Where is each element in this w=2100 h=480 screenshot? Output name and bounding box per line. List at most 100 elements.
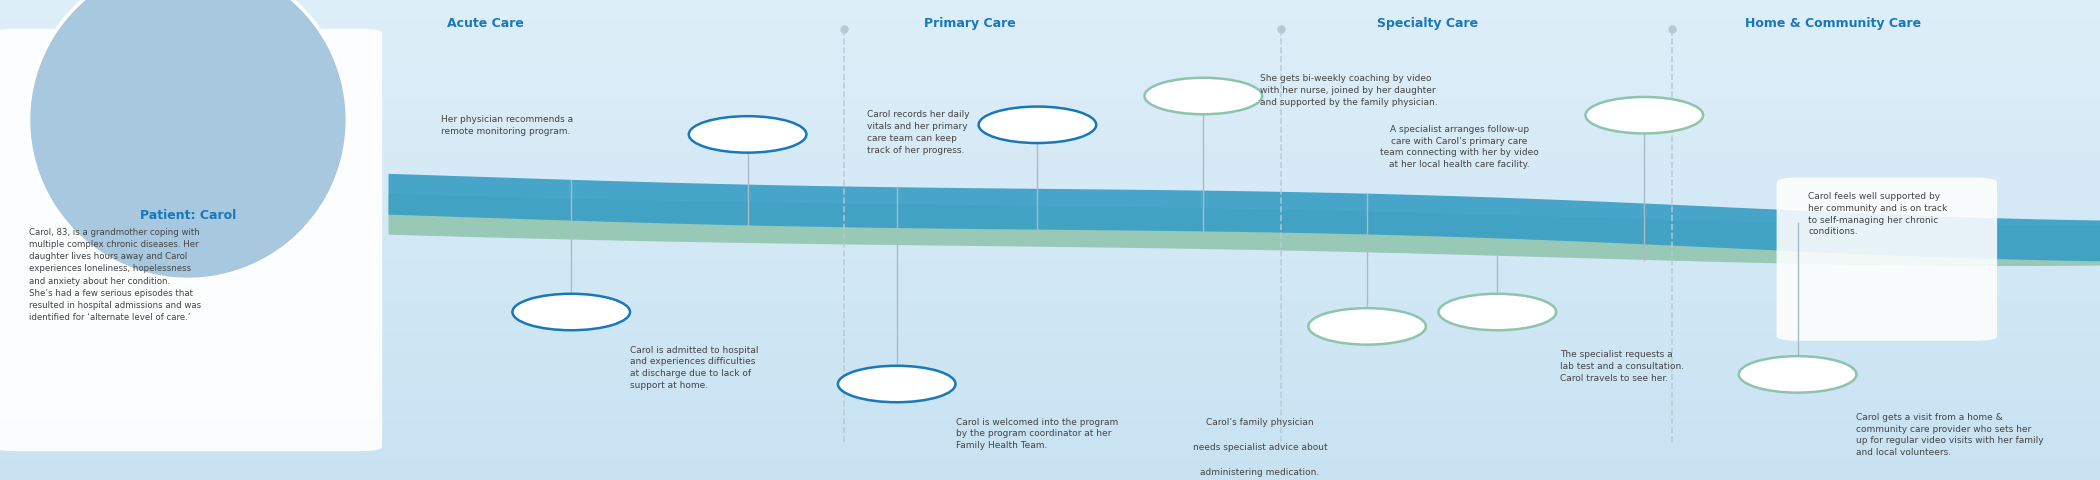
Bar (0, 324, 2100, 326)
Bar (0, 142, 2100, 144)
Bar (0, 151, 2100, 154)
Bar (0, 216, 2100, 218)
Bar (0, 420, 2100, 422)
Bar (0, 7, 2100, 10)
Bar (0, 230, 2100, 233)
Bar (0, 463, 2100, 466)
Text: Carol’s family physician: Carol’s family physician (1205, 418, 1315, 427)
Bar (0, 348, 2100, 350)
Bar (0, 300, 2100, 302)
Bar (0, 336, 2100, 338)
Bar (0, 106, 2100, 108)
Bar (0, 444, 2100, 446)
Bar (0, 192, 2100, 194)
Bar (0, 403, 2100, 406)
Ellipse shape (1308, 308, 1426, 345)
FancyBboxPatch shape (1777, 178, 1997, 341)
Bar (0, 295, 2100, 298)
Bar (0, 264, 2100, 266)
Bar (0, 468, 2100, 470)
Bar (0, 449, 2100, 451)
Bar (0, 10, 2100, 12)
Bar (0, 413, 2100, 415)
Bar (0, 178, 2100, 180)
Bar (0, 182, 2100, 185)
Bar (0, 29, 2100, 31)
Bar (0, 430, 2100, 432)
Bar (0, 89, 2100, 91)
Bar (0, 370, 2100, 372)
Bar (0, 319, 2100, 322)
Bar (0, 65, 2100, 67)
Bar (0, 82, 2100, 84)
Bar (0, 334, 2100, 336)
Bar (0, 427, 2100, 430)
Bar (0, 108, 2100, 110)
Bar (0, 22, 2100, 24)
Bar (0, 456, 2100, 458)
Bar (0, 382, 2100, 384)
Bar (0, 326, 2100, 329)
Bar (0, 341, 2100, 343)
Bar (0, 209, 2100, 211)
Bar (0, 343, 2100, 346)
Bar (0, 442, 2100, 444)
Text: Carol is admitted to hospital
and experiences difficulties
at discharge due to l: Carol is admitted to hospital and experi… (630, 346, 758, 390)
Bar (0, 372, 2100, 374)
Bar (0, 154, 2100, 156)
Bar (0, 365, 2100, 367)
Bar (0, 41, 2100, 43)
Bar (0, 338, 2100, 341)
Bar (0, 358, 2100, 360)
Bar (0, 194, 2100, 197)
Bar (0, 394, 2100, 396)
Ellipse shape (29, 0, 346, 279)
Bar (0, 158, 2100, 161)
Bar (0, 2, 2100, 5)
Bar (0, 84, 2100, 86)
Bar (0, 139, 2100, 142)
Bar (0, 247, 2100, 250)
Bar (0, 386, 2100, 389)
Ellipse shape (689, 116, 806, 153)
Bar (0, 437, 2100, 439)
Bar (0, 283, 2100, 286)
Bar (0, 238, 2100, 240)
Bar (0, 355, 2100, 358)
Bar (0, 281, 2100, 283)
Bar (0, 434, 2100, 437)
Bar (0, 14, 2100, 17)
Bar (0, 307, 2100, 310)
Bar (0, 204, 2100, 206)
Bar (0, 60, 2100, 62)
Bar (0, 67, 2100, 70)
Bar (0, 305, 2100, 307)
Bar (0, 86, 2100, 89)
Bar (0, 317, 2100, 319)
Bar (0, 36, 2100, 38)
Bar (0, 221, 2100, 223)
Bar (0, 259, 2100, 262)
Bar (0, 389, 2100, 391)
Bar (0, 415, 2100, 418)
Bar (0, 276, 2100, 278)
Bar (0, 346, 2100, 348)
Bar (0, 38, 2100, 41)
Bar (0, 290, 2100, 293)
Bar (0, 50, 2100, 53)
Bar (0, 252, 2100, 254)
Ellipse shape (1144, 78, 1262, 114)
Bar (0, 149, 2100, 151)
Bar (0, 360, 2100, 362)
Bar (0, 110, 2100, 113)
Bar (0, 446, 2100, 449)
Text: Carol, 83, is a grandmother coping with
multiple complex chronic diseases. Her
d: Carol, 83, is a grandmother coping with … (29, 228, 202, 322)
Bar (0, 146, 2100, 149)
Bar (0, 425, 2100, 427)
Bar (0, 257, 2100, 259)
Bar (0, 274, 2100, 276)
Bar (0, 245, 2100, 247)
Bar (0, 350, 2100, 353)
Bar (0, 96, 2100, 98)
Text: Specialty Care: Specialty Care (1378, 17, 1478, 30)
